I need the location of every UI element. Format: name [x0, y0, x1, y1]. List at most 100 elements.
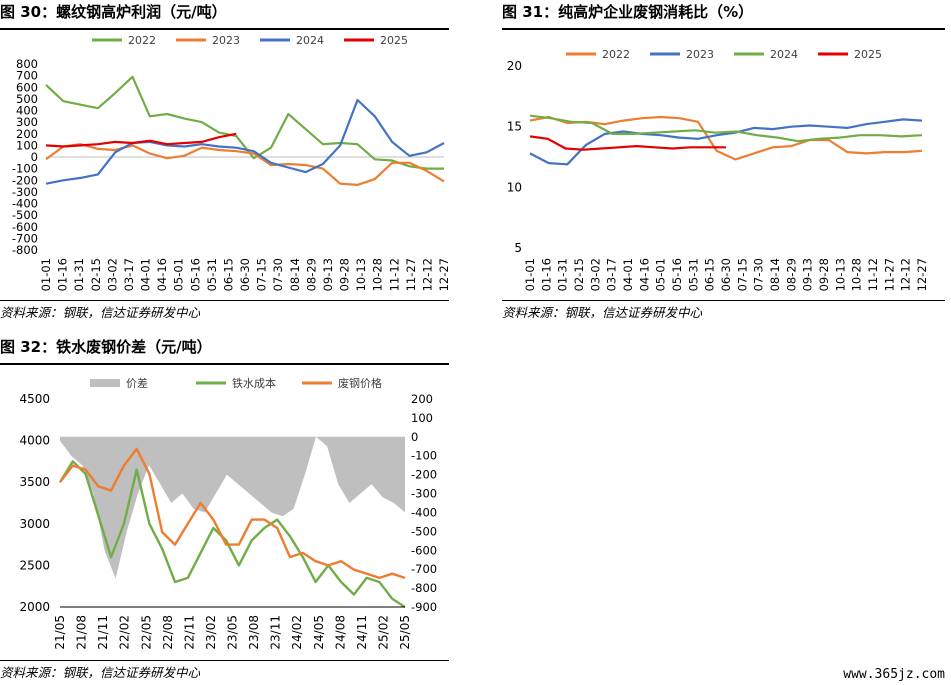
series-line-2025	[45, 132, 237, 148]
y-tick-label: 500	[16, 92, 38, 106]
x-tick-label: 07-15	[255, 258, 269, 291]
x-tick-label: 24/08	[333, 615, 347, 650]
legend-label-铁水成本: 铁水成本	[232, 376, 276, 390]
x-tick-label: 25/02	[376, 615, 390, 650]
x-tick-label: 01-31	[556, 258, 570, 291]
y-tick-label: 0	[31, 150, 38, 164]
x-tick-label: 10-28	[850, 258, 864, 291]
x-tick-label: 07-15	[735, 258, 749, 291]
watermark-text: www.365jz.com	[843, 667, 945, 682]
x-tick-label: 06-15	[703, 258, 717, 291]
y-left-tick-label: 4000	[19, 434, 50, 448]
x-tick-label: 02-15	[572, 258, 586, 291]
y-right-tick-label: 0	[411, 430, 418, 444]
figure-30-top-rule	[0, 28, 449, 30]
x-tick-label: 24/11	[355, 615, 369, 650]
y-right-tick-label: 200	[411, 392, 433, 406]
x-tick-label: 04-16	[155, 258, 169, 291]
y-left-tick-label: 2000	[19, 600, 50, 614]
legend-label-2025: 2025	[380, 34, 408, 47]
x-tick-label: 05-16	[670, 258, 684, 291]
legend-label-价差: 价差	[126, 376, 148, 390]
x-tick-label: 22/05	[139, 615, 153, 650]
y-tick-label: -400	[12, 197, 38, 211]
x-tick-label: 23/05	[226, 615, 240, 650]
y-left-tick-label: 3500	[19, 475, 50, 489]
x-tick-label: 08-14	[768, 258, 782, 291]
x-tick-label: 21/11	[96, 615, 110, 650]
y-tick-label: 800	[16, 57, 38, 71]
figure-31-title: 图 31：纯高炉企业废钢消耗比（%）	[502, 3, 754, 21]
figure-31-bottom-rule	[502, 300, 945, 301]
x-tick-label: 05-01	[172, 258, 186, 291]
x-tick-label: 09-13	[321, 258, 335, 291]
x-tick-label: 01-16	[56, 258, 70, 291]
legend-label-2023: 2023	[686, 48, 714, 61]
y-tick-label: 10	[507, 180, 522, 194]
legend-label-废钢价格: 废钢价格	[338, 376, 382, 390]
x-tick-label: 01-01	[523, 258, 537, 291]
y-right-tick-label: -700	[411, 562, 437, 576]
figure-30-chart: 8007006005004003002001000-100-200-300-40…	[12, 34, 451, 291]
y-tick-label: -500	[12, 208, 38, 222]
x-tick-label: 03-02	[105, 258, 119, 291]
figure-31-top-rule	[502, 28, 945, 30]
x-tick-label: 09-28	[338, 258, 352, 291]
figure-31-source: 资料来源：钢联，信达证券研发中心	[502, 305, 703, 320]
series-line-2024	[529, 114, 923, 143]
legend-label-2024: 2024	[296, 34, 324, 47]
legend-label-2022: 2022	[128, 34, 156, 47]
x-tick-label: 04-01	[139, 258, 153, 291]
x-tick-label: 11-27	[404, 258, 418, 291]
x-tick-label: 03-17	[122, 258, 136, 291]
x-tick-label: 03-02	[588, 258, 602, 291]
series-line-2024	[45, 98, 445, 185]
x-tick-label: 02-15	[89, 258, 103, 291]
x-tick-label: 22/08	[161, 615, 175, 650]
y-tick-label: -100	[12, 162, 38, 176]
y-tick-label: 5	[514, 241, 522, 255]
y-tick-label: -800	[12, 243, 38, 257]
figure-32-chart: 4500 4000 3500 3000 2500 2000 200 100 0 -100 -200 -…	[19, 376, 437, 650]
series-line-废钢价格	[59, 447, 406, 580]
series-line-2022	[529, 115, 923, 161]
y-tick-label: -700	[12, 231, 38, 245]
x-tick-label: 09-28	[817, 258, 831, 291]
y-right-tick-label: -900	[411, 600, 437, 614]
x-tick-label: 06-30	[238, 258, 252, 291]
y-tick-label: 20	[507, 59, 522, 73]
figure-32-title: 图 32：铁水废钢价差（元/吨）	[0, 338, 212, 356]
y-tick-label: -300	[12, 185, 38, 199]
x-tick-label: 23/02	[204, 615, 218, 650]
y-tick-label: 15	[507, 120, 522, 134]
y-tick-label: -200	[12, 173, 38, 187]
y-right-tick-label: -200	[411, 468, 437, 482]
x-tick-label: 07-30	[752, 258, 766, 291]
y-tick-label: 400	[16, 104, 38, 118]
y-tick-label: 100	[16, 138, 38, 152]
y-tick-label: -600	[12, 220, 38, 234]
x-tick-label: 10-28	[371, 258, 385, 291]
series-line-2022	[45, 75, 444, 170]
figure-30-bottom-rule	[0, 300, 449, 301]
y-right-tick-label: 100	[411, 411, 433, 425]
y-right-tick-label: -400	[411, 505, 437, 519]
x-tick-label: 04-01	[621, 258, 635, 291]
x-tick-label: 09-13	[801, 258, 815, 291]
y-right-tick-label: -600	[411, 543, 437, 557]
figure-32-top-rule	[0, 363, 449, 365]
figure-32-source: 资料来源：钢联，信达证券研发中心	[0, 665, 201, 680]
x-tick-label: 08-29	[784, 258, 798, 291]
x-tick-label: 12-27	[915, 258, 929, 291]
y-tick-label: 700	[16, 69, 38, 83]
x-tick-label: 24/02	[290, 615, 304, 650]
x-tick-label: 21/08	[75, 615, 89, 650]
x-tick-label: 05-16	[188, 258, 202, 291]
legend-swatch-价差	[90, 379, 120, 387]
series-line-铁水成本	[58, 460, 406, 609]
x-tick-label: 05-01	[654, 258, 668, 291]
series-area-价差	[60, 436, 405, 579]
x-tick-label: 22/02	[118, 615, 132, 650]
x-tick-label: 10-13	[354, 258, 368, 291]
legend-label-2022: 2022	[602, 48, 630, 61]
